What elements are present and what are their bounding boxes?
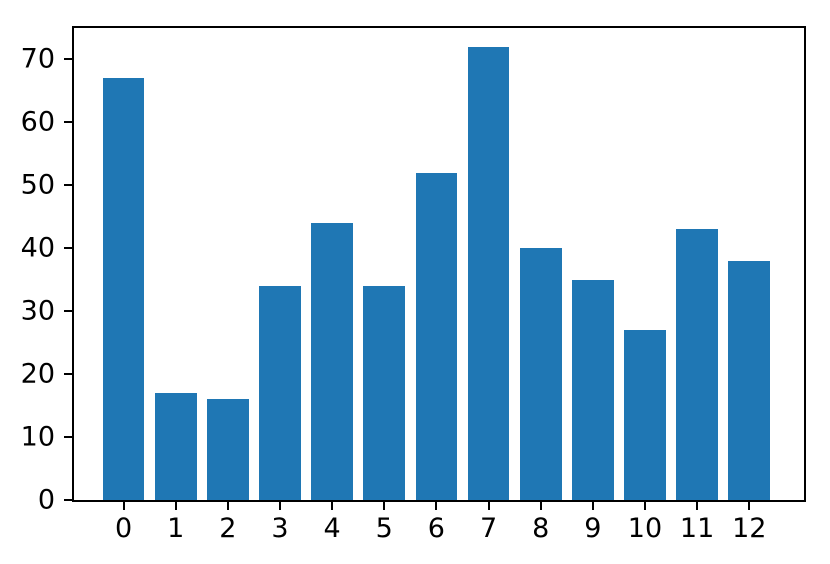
x-tick-label: 1 — [167, 513, 185, 544]
bar-6 — [415, 172, 458, 500]
x-tick-label: 4 — [323, 513, 341, 544]
x-tick-mark — [539, 502, 542, 510]
x-tick-label: 6 — [427, 513, 445, 544]
bar-8 — [519, 248, 562, 500]
x-tick-label: 0 — [114, 513, 133, 544]
y-tick-mark — [64, 436, 72, 439]
x-tick-mark — [174, 502, 177, 510]
x-tick-mark — [226, 502, 229, 510]
x-tick-mark — [696, 502, 699, 510]
bar-12 — [728, 260, 771, 500]
y-tick-label: 30 — [20, 295, 55, 327]
x-tick-label: 12 — [732, 513, 767, 544]
x-tick-label: 8 — [532, 513, 550, 544]
x-tick-label: 11 — [679, 513, 715, 544]
x-tick-label: 2 — [219, 513, 237, 544]
y-tick-mark — [64, 310, 72, 313]
y-tick-label: 40 — [20, 232, 55, 264]
y-tick-label: 70 — [20, 43, 55, 75]
bar-0 — [102, 78, 145, 500]
bar-2 — [206, 399, 249, 500]
y-tick-mark — [64, 58, 72, 61]
bar-9 — [571, 279, 614, 500]
bar-1 — [154, 393, 197, 500]
x-tick-mark — [591, 502, 594, 510]
y-tick-label: 0 — [37, 484, 55, 516]
y-tick-label: 50 — [20, 169, 55, 201]
y-tick-mark — [64, 121, 72, 124]
x-tick-label: 3 — [271, 513, 289, 544]
x-tick-mark — [748, 502, 751, 510]
y-tick-label: 10 — [20, 421, 55, 453]
x-tick-mark — [435, 502, 438, 510]
x-tick-label: 5 — [375, 513, 393, 544]
y-tick-label: 60 — [20, 106, 55, 138]
x-tick-mark — [383, 502, 386, 510]
y-tick-mark — [64, 499, 72, 501]
bar-5 — [363, 286, 406, 500]
x-tick-label: 7 — [479, 513, 498, 544]
x-tick-mark — [487, 502, 490, 510]
x-tick-mark — [331, 502, 334, 510]
bar-3 — [259, 286, 301, 500]
x-tick-mark — [278, 502, 281, 510]
bar-4 — [311, 223, 353, 500]
x-tick-label: 10 — [627, 513, 663, 544]
y-tick-mark — [64, 373, 72, 376]
plot-area — [72, 26, 806, 502]
x-tick-mark — [122, 502, 125, 510]
bar-10 — [624, 330, 666, 500]
y-tick-mark — [64, 247, 72, 250]
x-tick-label: 9 — [584, 513, 602, 544]
bar-7 — [467, 46, 510, 500]
y-tick-label: 20 — [20, 358, 55, 390]
bar-11 — [676, 229, 718, 500]
x-tick-mark — [643, 502, 646, 510]
y-tick-mark — [64, 184, 72, 187]
